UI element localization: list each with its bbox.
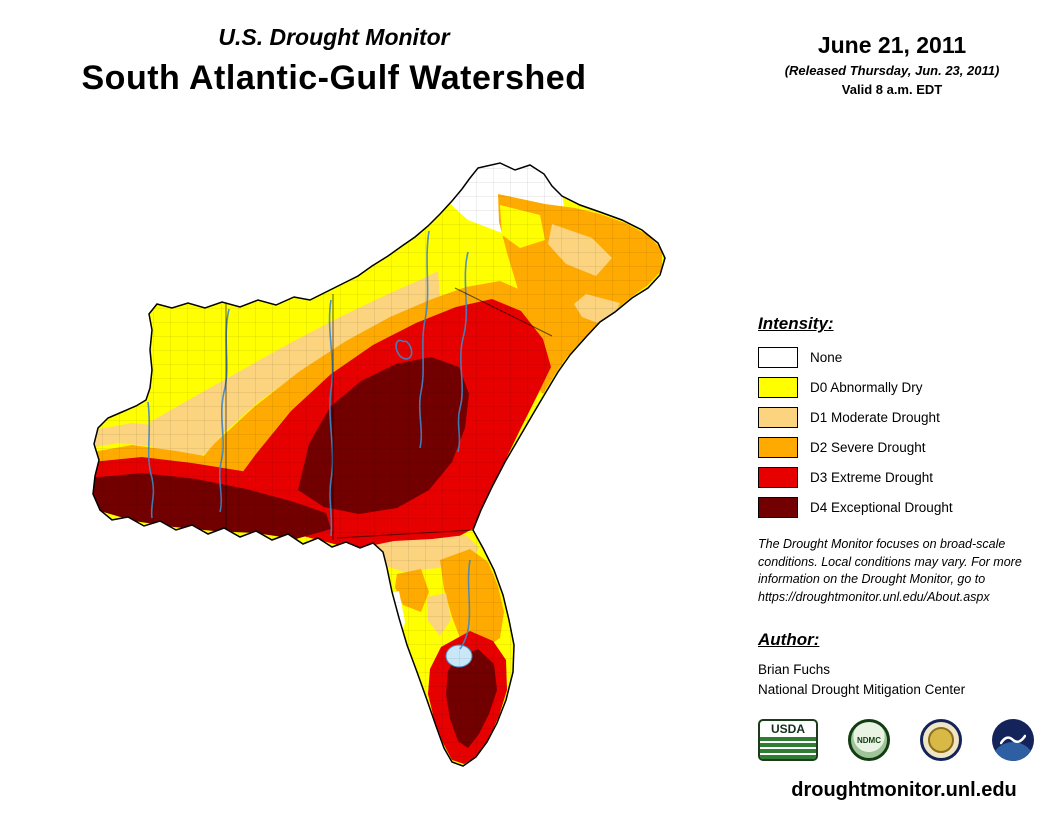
legend-swatch-d4 — [758, 497, 798, 518]
map-container — [85, 150, 705, 780]
disclaimer-text: The Drought Monitor focuses on broad-sca… — [758, 537, 1022, 604]
legend-label: D0 Abnormally Dry — [810, 380, 923, 395]
legend-swatch-d0 — [758, 377, 798, 398]
legend-row: None — [758, 347, 1050, 368]
legend-swatch-none — [758, 347, 798, 368]
legend-row: D4 Exceptional Drought — [758, 497, 1050, 518]
legend-swatch-d3 — [758, 467, 798, 488]
ndmc-logo: NDMC — [848, 719, 890, 761]
noaa-logo — [992, 719, 1034, 761]
legend-label: D3 Extreme Drought — [810, 470, 934, 485]
county-grid — [93, 163, 665, 766]
watershed-outline — [92, 162, 666, 767]
ndmc-logo-text: NDMC — [857, 735, 881, 745]
legend-row: D3 Extreme Drought — [758, 467, 1050, 488]
usda-logo-stripes — [760, 737, 816, 759]
legend-label: D4 Exceptional Drought — [810, 500, 953, 515]
usda-logo: USDA — [758, 719, 818, 761]
commerce-seal-logo — [920, 719, 962, 761]
author-block: Author: Brian Fuchs National Drought Mit… — [758, 630, 1050, 697]
legend-swatch-d2 — [758, 437, 798, 458]
release-note: (Released Thursday, Jun. 23, 2011) — [784, 63, 1000, 78]
legend-row: D2 Severe Drought — [758, 437, 1050, 458]
usda-logo-text: USDA — [770, 722, 805, 736]
drought-map — [92, 162, 666, 767]
author-heading: Author: — [758, 630, 820, 649]
noaa-logo-swoosh — [992, 742, 1034, 761]
legend-label: None — [810, 350, 843, 365]
legend-swatch-d1 — [758, 407, 798, 428]
header-right: June 21, 2011 (Released Thursday, Jun. 2… — [742, 32, 1042, 97]
legend-row: D1 Moderate Drought — [758, 407, 1050, 428]
drought-regions — [93, 163, 665, 766]
intensity-heading: Intensity: — [758, 314, 834, 333]
legend-label: D1 Moderate Drought — [810, 410, 940, 425]
commerce-seal-emblem — [928, 727, 954, 753]
state-borders — [225, 287, 553, 540]
legend-row: D0 Abnormally Dry — [758, 377, 1050, 398]
header-left: U.S. Drought Monitor South Atlantic-Gulf… — [28, 24, 640, 98]
author-name: Brian Fuchs — [758, 662, 831, 677]
noaa-bird-icon — [1000, 734, 1026, 745]
logos-row: USDA NDMC — [758, 719, 1034, 761]
region-title: South Atlantic-Gulf Watershed — [81, 59, 587, 97]
valid-time: Valid 8 a.m. EDT — [841, 82, 943, 97]
author-organization: National Drought Mitigation Center — [758, 682, 966, 697]
right-panel: Intensity: None D0 Abnormally Dry D1 Mod… — [758, 314, 1050, 802]
legend-label: D2 Severe Drought — [810, 440, 926, 455]
site-url: droughtmonitor.unl.edu — [791, 779, 1017, 801]
legend: None D0 Abnormally Dry D1 Moderate Droug… — [758, 347, 1050, 518]
report-date: June 21, 2011 — [817, 32, 967, 58]
program-title: U.S. Drought Monitor — [218, 24, 450, 50]
